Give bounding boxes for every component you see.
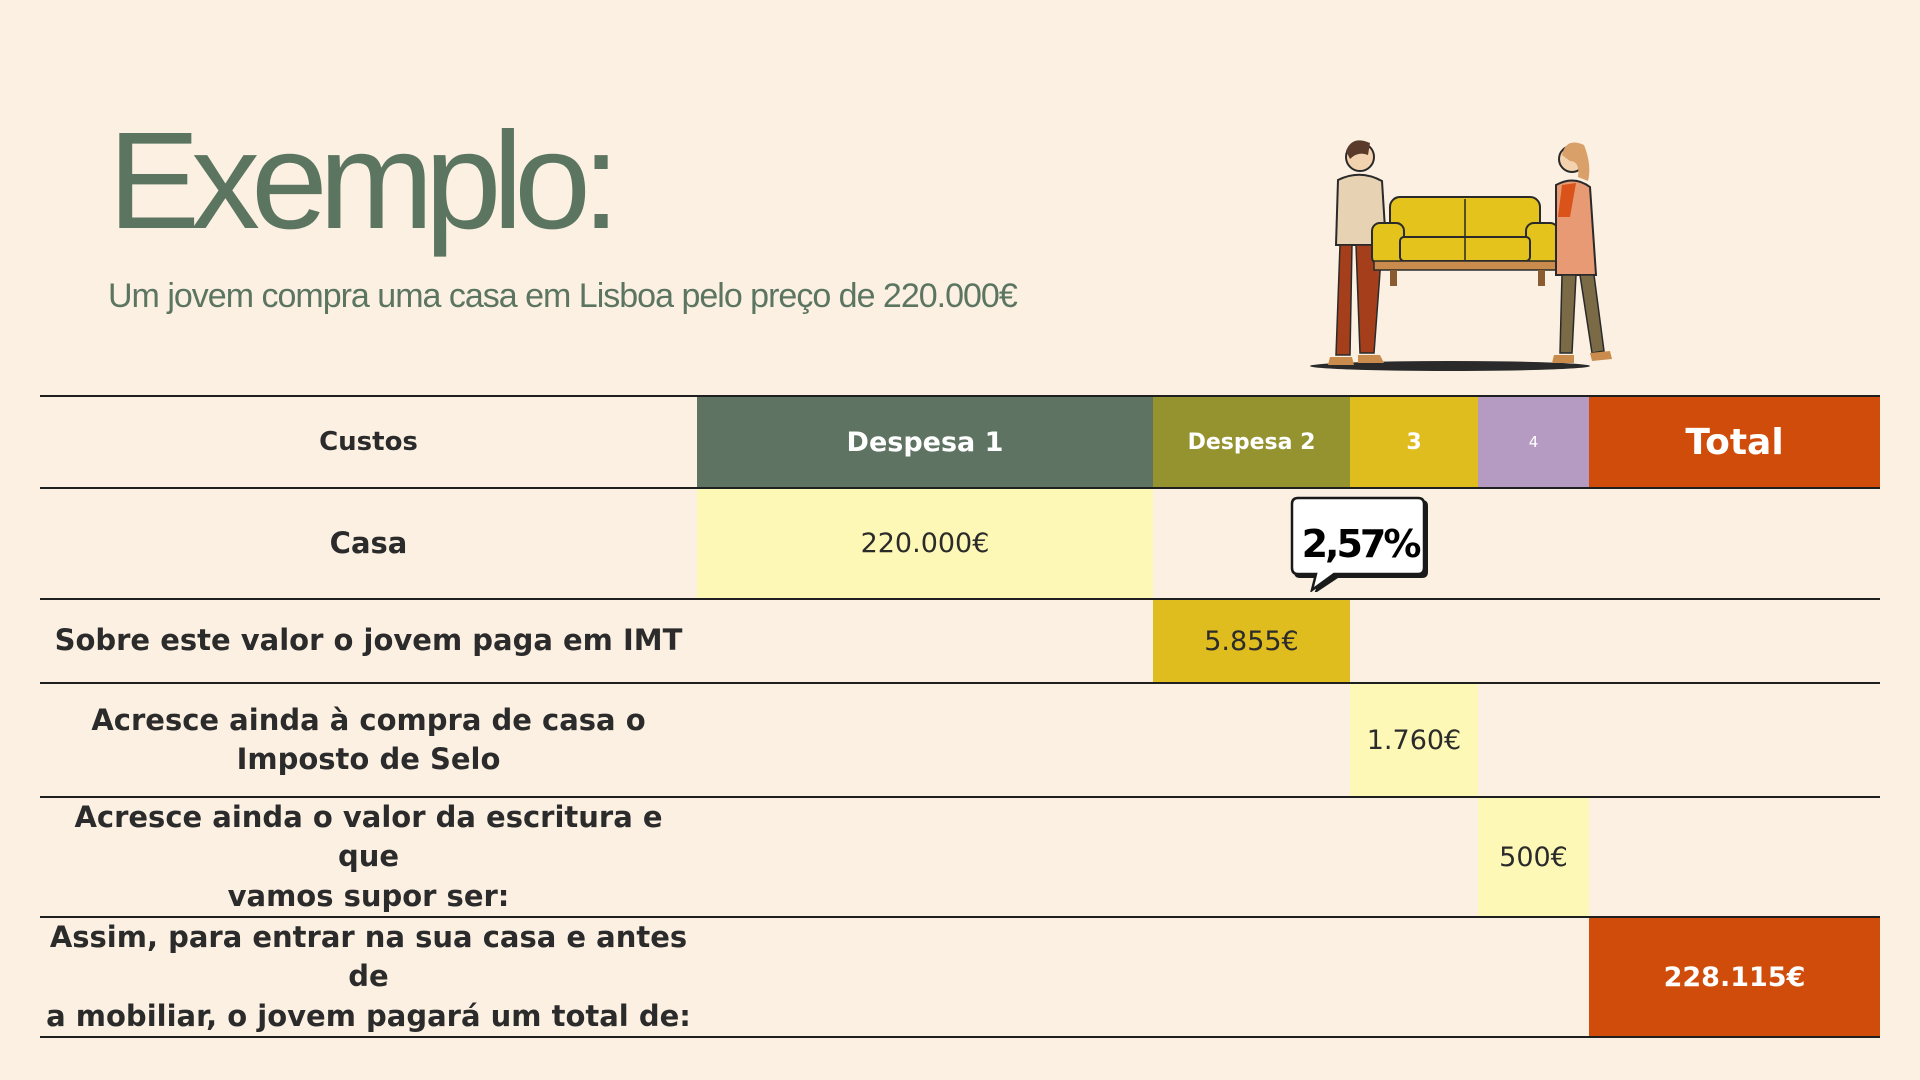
page-title: Exemplo: — [108, 104, 620, 258]
speech-bubble-icon — [1290, 496, 1428, 592]
header-despesa-1: Despesa 1 — [697, 396, 1153, 488]
value-total: 228.115€ — [1589, 917, 1880, 1037]
header-despesa-3: 3 — [1350, 396, 1478, 488]
value-imposto-selo: 1.760€ — [1350, 683, 1478, 797]
people-carrying-sofa-illustration — [1310, 140, 1612, 371]
header-despesa-2: Despesa 2 — [1153, 396, 1350, 488]
row-label-imt: Sobre este valor o jovem paga em IMT — [54, 623, 683, 658]
header-despesa-4: 4 — [1478, 396, 1589, 488]
costs-table: Custos Despesa 1 Despesa 2 3 4 Total Cas… — [40, 395, 1880, 1038]
page-subtitle: Um jovem compra uma casa em Lisboa pelo … — [108, 277, 1018, 315]
value-escritura: 500€ — [1478, 797, 1589, 917]
table-row: Acresce ainda à compra de casa o Imposto… — [40, 683, 1880, 797]
table-row: Assim, para entrar na sua casa e antes d… — [40, 917, 1880, 1037]
header-custos: Custos — [319, 427, 418, 457]
row-label-escritura: Acresce ainda o valor da escritura e que… — [74, 800, 663, 913]
percentage-callout: 2,57% — [1301, 522, 1422, 566]
row-label-total: Assim, para entrar na sua casa e antes d… — [46, 920, 691, 1033]
table-row: Casa 220.000€ — [40, 488, 1880, 599]
row-label-casa: Casa — [329, 525, 408, 560]
row-label-imposto-selo: Acresce ainda à compra de casa o Imposto… — [91, 702, 646, 776]
value-casa: 220.000€ — [697, 488, 1153, 599]
table-row: Sobre este valor o jovem paga em IMT 5.8… — [40, 599, 1880, 683]
table-row: Acresce ainda o valor da escritura e que… — [40, 797, 1880, 917]
value-imt: 5.855€ — [1153, 599, 1350, 683]
header-total: Total — [1589, 396, 1880, 488]
table-header-row: Custos Despesa 1 Despesa 2 3 4 Total — [40, 396, 1880, 488]
